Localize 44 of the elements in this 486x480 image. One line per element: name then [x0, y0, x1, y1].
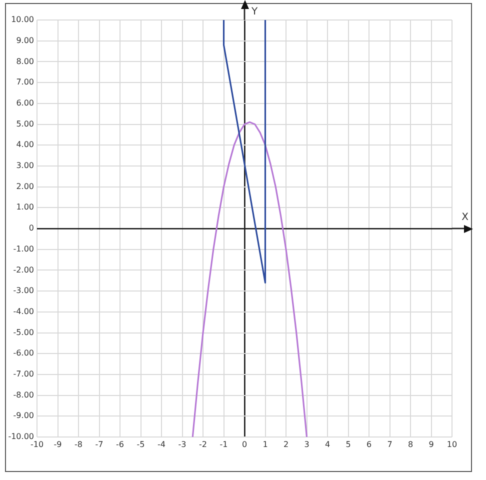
y-tick-label: 5.00: [16, 119, 34, 128]
x-tick-label: 1: [262, 440, 268, 449]
y-tick-label: 6.00: [16, 98, 34, 108]
x-tick-label: -10: [30, 440, 44, 449]
x-tick-label: -2: [199, 440, 207, 449]
x-tick-label: -3: [178, 440, 186, 449]
y-tick-label: 2.00: [16, 182, 34, 191]
y-tick-label: -4.00: [13, 306, 34, 316]
y-tick-label: -1.00: [13, 244, 34, 254]
y-tick-label: 10.00: [11, 15, 34, 24]
y-tick-label: -7.00: [13, 370, 34, 379]
y-tick-label: -9.00: [13, 411, 34, 420]
x-tick-label: 10: [446, 440, 458, 449]
x-tick-label: 7: [387, 440, 392, 449]
x-axis-title: X: [462, 212, 469, 224]
x-tick-label: -9: [54, 440, 62, 449]
y-tick-label: -10.00: [8, 432, 34, 442]
y-tick-label: 1.00: [16, 202, 34, 212]
y-tick-label: -3.00: [13, 286, 34, 296]
x-tick-label: 9: [428, 440, 434, 449]
y-tick-label: -8.00: [13, 390, 34, 400]
x-tick-label: 0: [242, 440, 248, 449]
x-tick-label: -5: [136, 440, 145, 449]
x-tick-label: 2: [283, 440, 289, 449]
y-tick-label: 0: [28, 224, 34, 233]
x-tick-label: 3: [304, 440, 310, 449]
y-axis-title: Y: [250, 6, 258, 18]
x-tick-label: -1: [220, 440, 228, 449]
x-tick-label: 6: [366, 440, 372, 449]
x-tick-label: -7: [95, 440, 104, 449]
y-tick-label: 7.00: [16, 78, 34, 87]
y-tick-label: -6.00: [13, 348, 34, 358]
y-tick-label: 3.00: [16, 161, 34, 170]
x-tick-label: 5: [346, 440, 351, 449]
x-tick-label: -6: [116, 440, 124, 449]
y-tick-label: 8.00: [16, 56, 34, 66]
y-tick-label: 9.00: [16, 36, 34, 45]
y-tick-label: 4.00: [16, 140, 34, 150]
x-tick-label: -4: [158, 440, 166, 449]
y-tick-label: -2.00: [13, 265, 34, 274]
x-tick-label: -8: [74, 440, 82, 449]
x-tick-label: 8: [408, 440, 414, 449]
x-tick-label: 4: [324, 440, 330, 449]
y-tick-label: -5.00: [13, 328, 34, 337]
